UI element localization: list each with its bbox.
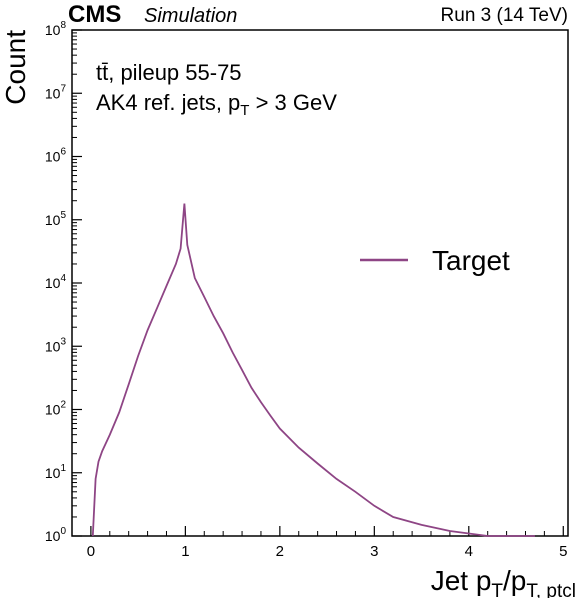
selection-annotation: AK4 ref. jets, pT > 3 GeV xyxy=(96,90,337,119)
y-tick-label: 107 xyxy=(45,83,67,101)
process-annotation: tt̄, pileup 55-75 xyxy=(96,60,242,85)
y-tick-label: 108 xyxy=(45,20,67,38)
y-tick-label: 101 xyxy=(45,463,67,481)
y-axis-title: Count xyxy=(0,30,31,105)
y-tick-label: 104 xyxy=(45,273,67,291)
x-tick-label: 5 xyxy=(559,543,567,560)
y-axis: 100 101 102 103 104 105 106 107 108 xyxy=(45,20,82,544)
y-tick-label: 106 xyxy=(45,147,67,165)
x-axis: 0 1 2 3 4 5 xyxy=(71,526,567,560)
y-tick-label: 100 xyxy=(45,526,67,544)
x-tick-label: 0 xyxy=(87,543,95,560)
y-tick-label: 103 xyxy=(45,336,67,354)
simulation-label: Simulation xyxy=(144,5,237,27)
legend-label-target: Target xyxy=(432,245,510,276)
y-tick-label: 102 xyxy=(45,400,67,418)
x-tick-label: 2 xyxy=(276,543,284,560)
run-info-label: Run 3 (14 TeV) xyxy=(441,5,568,26)
x-tick-label: 1 xyxy=(181,543,189,560)
experiment-label: CMS xyxy=(68,1,121,28)
series-layer xyxy=(91,203,535,537)
x-axis-title: Jet pT/pT, ptcl xyxy=(431,565,576,598)
series-line-target xyxy=(91,203,535,537)
y-tick-label: 105 xyxy=(45,210,67,228)
x-tick-label: 3 xyxy=(370,543,378,560)
x-tick-label: 4 xyxy=(465,543,473,560)
legend: Target xyxy=(360,245,510,276)
